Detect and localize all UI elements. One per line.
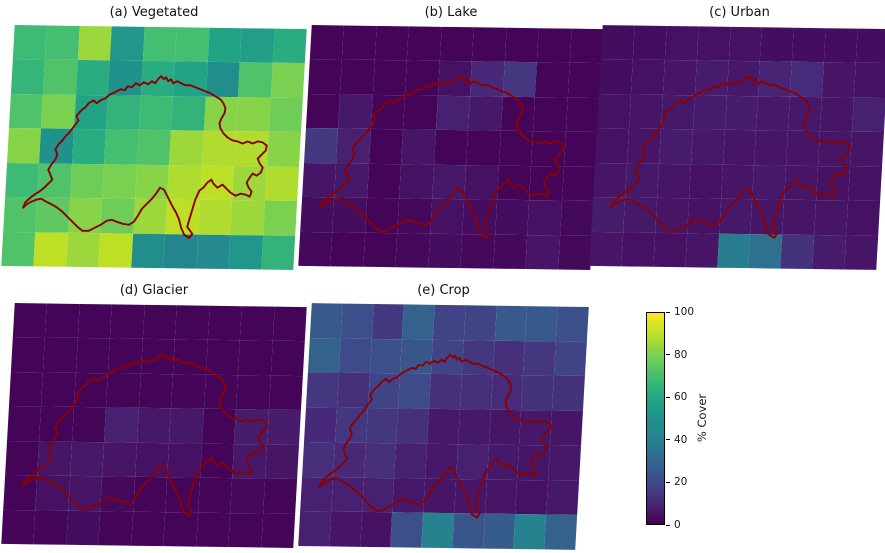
panel-e-map — [298, 303, 589, 550]
panel-b-map — [298, 25, 604, 270]
colorbar-tick-mark — [666, 439, 670, 441]
switzerland-outline — [596, 27, 883, 268]
switzerland-outline — [8, 305, 300, 546]
colorbar-tick-mark — [666, 524, 670, 526]
colorbar-tick-label: 20 — [674, 476, 688, 489]
colorbar-tick-mark — [666, 481, 670, 483]
colorbar-tick-mark — [666, 354, 670, 356]
panel-d-map — [1, 303, 307, 548]
switzerland-outline — [8, 27, 300, 268]
switzerland-outline — [305, 27, 597, 268]
panel-c-map — [589, 25, 885, 270]
colorbar-tick-label: 40 — [674, 433, 688, 446]
panel-c-title: (c) Urban — [709, 5, 770, 20]
colorbar-tick-label: 100 — [674, 306, 695, 318]
colorbar-tick-label: 0 — [674, 519, 681, 531]
switzerland-outline — [305, 305, 582, 548]
colorbar-gradient — [646, 312, 665, 525]
colorbar-tick-mark — [666, 396, 670, 398]
colorbar-tick-mark — [666, 311, 670, 313]
panel-a-title: (a) Vegetated — [109, 5, 199, 20]
panel-e-title: (e) Crop — [417, 283, 470, 298]
colorbar-tick-label: 80 — [674, 348, 688, 361]
colorbar-tick-label: 60 — [674, 391, 688, 404]
panel-b-title: (b) Lake — [424, 5, 478, 20]
panel-d-title: (d) Glacier — [119, 283, 189, 298]
panel-a-map — [1, 25, 307, 270]
